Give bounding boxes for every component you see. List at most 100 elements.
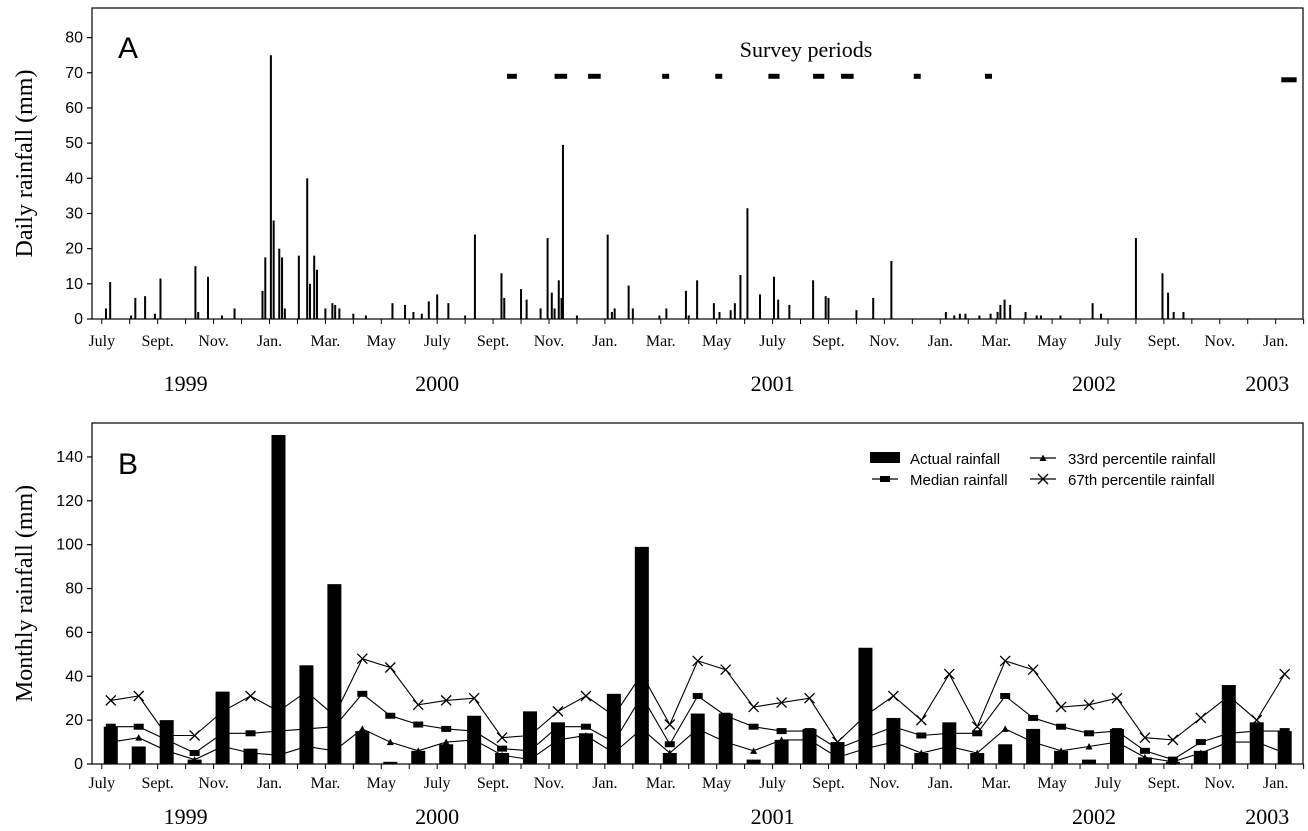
percentile33-marker [1085,742,1093,750]
median-marker [880,476,890,482]
x-tick-label: July [88,775,115,792]
monthly-rain-bar [215,691,230,764]
percentile67-marker [915,714,927,726]
x-tick-label: Mar. [310,775,340,792]
x-tick-label: July [424,333,451,350]
percentile67-marker [636,668,648,680]
y-tick-label: 120 [56,493,83,510]
daily-rain-bar [1167,292,1170,319]
percentile67-marker [133,690,145,702]
daily-rain-bar [777,299,780,319]
daily-rain-bar [1134,238,1137,319]
monthly-rain-bar [1137,757,1152,764]
daily-rain-bar [324,308,327,319]
percentile67-marker [356,653,368,665]
median-marker [636,693,647,700]
percentile33-marker [107,738,115,746]
percentile67-marker [720,664,732,676]
median-marker [1139,747,1150,754]
year-label: 2001 [751,804,795,829]
y-tick-label: 80 [65,581,83,598]
x-tick-label: Jan. [257,333,282,350]
daily-rain-bar [436,294,439,319]
median-marker [245,730,256,737]
daily-rain-bar [539,308,542,319]
percentile67-marker [832,736,843,748]
median-marker [469,728,480,735]
daily-rain-bar [978,315,981,319]
x-tick-label: May [1037,775,1066,792]
percentile67-marker [664,719,676,730]
x-tick-label: Nov. [869,333,900,350]
x-tick-label: Jan. [257,775,282,792]
monthly-rain-bar [634,546,649,764]
median-marker [1279,728,1290,735]
percentile33-marker [1281,749,1289,757]
legend-swatch-actual [870,452,900,463]
percentile33-marker [638,725,646,732]
x-tick-label: July [1095,333,1122,350]
daily-rain-bar [772,276,775,319]
percentile67-marker [273,705,284,717]
percentile67-marker [1139,732,1151,744]
legend-label: 33rd percentile rainfall [1068,451,1216,468]
y-axis-title: Monthly rainfall (mm) [12,485,38,702]
x-tick-label: Sept. [477,775,509,792]
daily-rain-bar [1182,311,1185,319]
daily-rain-bar [404,304,407,319]
x-tick-label: Nov. [198,333,229,350]
daily-rain-bar [739,275,742,319]
percentile33-marker [945,742,953,750]
percentile33-marker [694,725,702,732]
daily-rain-bar [557,280,560,319]
y-tick-label: 10 [65,276,83,293]
median-marker [748,723,759,730]
daily-rain-bar [331,303,334,319]
monthly-rain-bar [914,753,929,764]
median-marker [1251,728,1262,735]
median-marker [441,725,452,732]
monthly-rain-bar [774,739,789,764]
percentile67-marker [217,705,229,717]
panel-b-monthly-rainfall: 0 20 40 60 80 100 120 140 July Sept. Nov. Jan. Mar. M… [12,422,1305,829]
percentile67-marker [748,701,760,713]
x-tick-label: Jan. [928,775,953,792]
x-tick-label: July [759,775,786,792]
percentile33-marker [414,747,422,754]
monthly-rain-bar [662,753,677,764]
panel-a-daily-rainfall: 0 10 20 30 40 50 60 70 80 July Sept. Nov. Jan. Mar. Ma… [12,7,1305,396]
daily-rain-bar [996,311,999,319]
median-marker [1000,693,1011,700]
percentile33-marker [358,725,366,732]
daily-rain-bar [696,280,699,319]
y-tick-label: 60 [65,100,83,117]
monthly-rain-bar [383,761,398,764]
survey-period-marker [768,73,780,79]
daily-rain-bar [278,248,281,319]
daily-rain-bar [718,311,721,319]
daily-rain-bar [627,285,630,319]
median-marker [664,741,675,748]
daily-rain-bar [281,257,284,319]
percentile33-marker [722,738,730,746]
daily-rain-bar [500,273,503,319]
daily-rain-bar [684,290,687,319]
daily-rain-bar [958,313,961,319]
y-tick-label: 0 [74,311,83,328]
percentile67-marker [384,662,396,673]
daily-rain-bar [812,280,815,319]
daily-rain-bar [194,266,197,319]
daily-rain-bar [999,304,1002,319]
median-marker [133,723,144,730]
percentile33-marker [247,749,255,757]
median-marker [105,723,116,730]
median-marker [413,721,424,728]
daily-rain-bar [1059,315,1062,319]
daily-rain-bar [297,255,300,319]
percentile67-marker [580,690,592,702]
monthly-rain-bar [970,753,985,764]
daily-rain-bar [610,311,613,319]
percentile33-marker [302,742,310,750]
percentile67-marker [1251,714,1263,726]
percentile33-marker [498,751,506,759]
